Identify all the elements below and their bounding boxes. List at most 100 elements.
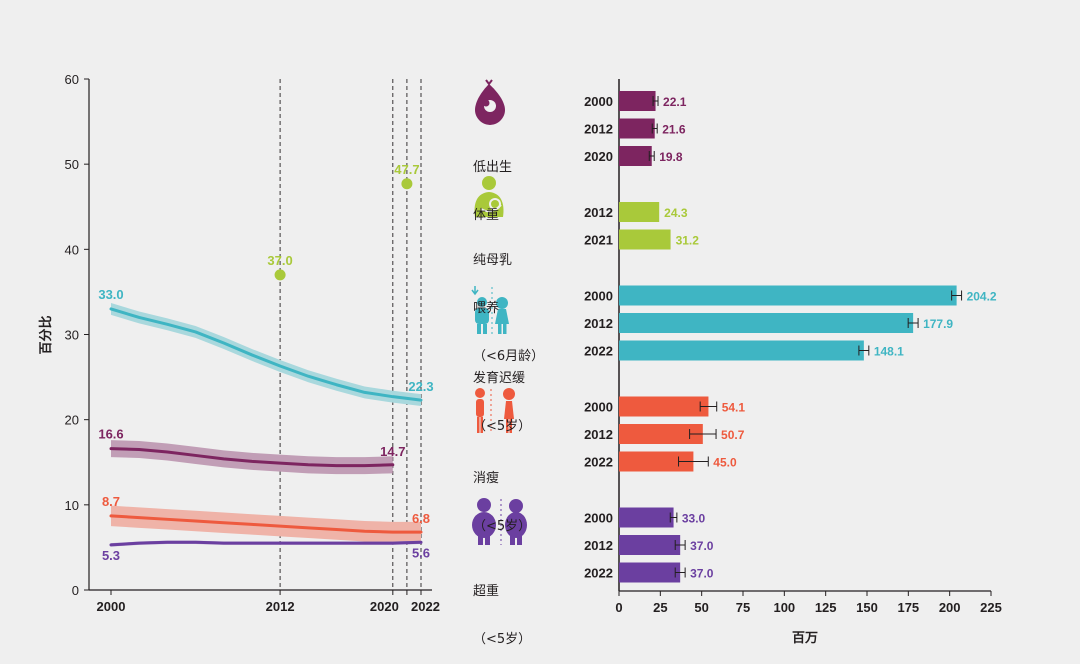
bar — [619, 507, 674, 528]
bar-x-tick-label: 25 — [653, 600, 667, 615]
series-end-label: 5.6 — [412, 545, 430, 560]
data-point-label: 47.7 — [394, 162, 419, 177]
bar-category-label: 2022 — [584, 455, 613, 470]
bar-category-label: 2020 — [584, 149, 613, 164]
bar — [619, 118, 655, 139]
bar-x-tick-label: 125 — [815, 600, 837, 615]
burden-bar-chart: 0 25 50 75 100 125 150 175 200 225 百万 2000 22.1 2012 2… — [584, 79, 1002, 646]
bar-category-label: 2012 — [584, 122, 613, 137]
low-birth-weight-label: 低出生 体重 — [473, 128, 512, 240]
series-line — [109, 447, 395, 468]
bar-category-label: 2000 — [584, 400, 613, 415]
x-tick-label: 2020 — [370, 599, 399, 614]
bar-x-tick-label: 0 — [615, 600, 622, 615]
series-end-label: 14.7 — [380, 444, 405, 459]
series-line — [109, 514, 423, 534]
label-line: 体重 — [473, 208, 500, 223]
bar-category-label: 2012 — [584, 427, 613, 442]
uncertainty-band — [111, 440, 393, 475]
bar-x-tick-label: 150 — [856, 600, 878, 615]
overweight-label: 超重 （<5岁） — [473, 552, 531, 664]
label-line: （<5岁） — [473, 632, 532, 647]
x-tick-label: 2022 — [411, 599, 440, 614]
data-point — [274, 269, 286, 281]
bar-value-label: 33.0 — [682, 512, 706, 526]
bar-category-label: 2012 — [584, 205, 613, 220]
bar — [619, 424, 703, 444]
uncertainty-band — [111, 302, 421, 407]
indicator-icons — [471, 79, 527, 545]
overweight-icon — [472, 498, 527, 545]
wasting-label: 消瘦 （<5岁） — [473, 439, 531, 551]
bar-value-label: 37.0 — [690, 567, 714, 581]
bar-category-label: 2000 — [584, 94, 613, 109]
series-start-label: 5.3 — [102, 548, 120, 563]
label-line: 喂养 — [473, 301, 500, 316]
stunting-label: 发育迟缓 （<5岁） — [473, 339, 531, 451]
label-line: （<5岁） — [473, 519, 532, 534]
y-tick-label: 40 — [65, 242, 79, 257]
data-point-label: 37.0 — [267, 253, 292, 268]
stunting-icon — [471, 286, 509, 334]
bar — [619, 313, 914, 333]
bar-category-label: 2012 — [584, 316, 613, 331]
data-point — [401, 178, 413, 190]
wasting-icon — [475, 388, 515, 433]
breastfeeding-label: 纯母乳 喂养 （<6月龄） — [473, 221, 544, 381]
y-tick-label: 0 — [72, 583, 79, 598]
bar — [619, 91, 656, 111]
bar-category-label: 2000 — [584, 511, 613, 526]
low-birth-weight-icon — [474, 79, 506, 127]
series-line — [109, 540, 423, 547]
series-start-label: 16.6 — [98, 427, 123, 442]
x-tick-label: 2000 — [97, 599, 126, 614]
bar-value-label: 31.2 — [676, 234, 700, 248]
bar-value-label: 204.2 — [967, 290, 997, 304]
series-end-label: 6.8 — [412, 511, 430, 526]
bar-value-label: 177.9 — [923, 317, 953, 331]
bar-x-tick-label: 75 — [736, 600, 750, 615]
y-tick-label: 20 — [65, 413, 79, 428]
label-line: 低出生 — [473, 160, 513, 175]
series-end-label: 22.3 — [408, 379, 433, 394]
bar-value-label: 22.1 — [663, 95, 687, 109]
y-tick-label: 50 — [65, 157, 79, 172]
bar-x-axis-title: 百万 — [792, 631, 818, 646]
trend-line-chart: 0 10 20 30 40 50 60 百分比 2000 2012 2020 2022 33.0 22.3… — [38, 72, 440, 614]
label-line: 发育迟缓 — [473, 371, 526, 386]
bar-category-label: 2022 — [584, 566, 613, 581]
bar — [619, 562, 681, 583]
bar-x-tick-label: 175 — [897, 600, 919, 615]
bar-value-label: 19.8 — [659, 150, 683, 164]
bar — [619, 202, 660, 222]
y-tick-label: 10 — [65, 498, 79, 513]
bar-category-label: 2000 — [584, 289, 613, 304]
bar-value-label: 148.1 — [874, 345, 904, 359]
bar-category-label: 2012 — [584, 538, 613, 553]
series-start-label: 33.0 — [98, 287, 123, 302]
bar-value-label: 50.7 — [721, 428, 745, 442]
bar-value-label: 54.1 — [722, 401, 746, 415]
bar — [619, 340, 864, 361]
bar — [619, 535, 681, 555]
bar — [619, 146, 652, 166]
label-line: 消瘦 — [473, 471, 500, 486]
bar-value-label: 24.3 — [664, 206, 688, 220]
bar-x-tick-label: 50 — [694, 600, 708, 615]
series-line — [109, 307, 423, 402]
breastfeeding-icon — [474, 176, 504, 217]
bar-value-label: 21.6 — [662, 123, 686, 137]
label-line: （<5岁） — [473, 419, 532, 434]
bar — [619, 451, 694, 472]
label-line: 纯母乳 — [473, 253, 513, 268]
bar-value-label: 45.0 — [713, 456, 737, 470]
label-line: 超重 — [473, 584, 500, 599]
bar-value-label: 37.0 — [690, 539, 714, 553]
series-start-label: 8.7 — [102, 494, 120, 509]
bar-x-tick-label: 100 — [773, 600, 795, 615]
bar-x-tick-label: 225 — [980, 600, 1002, 615]
bar — [619, 396, 709, 417]
y-tick-label: 30 — [65, 328, 79, 343]
bar-x-tick-label: 200 — [939, 600, 961, 615]
